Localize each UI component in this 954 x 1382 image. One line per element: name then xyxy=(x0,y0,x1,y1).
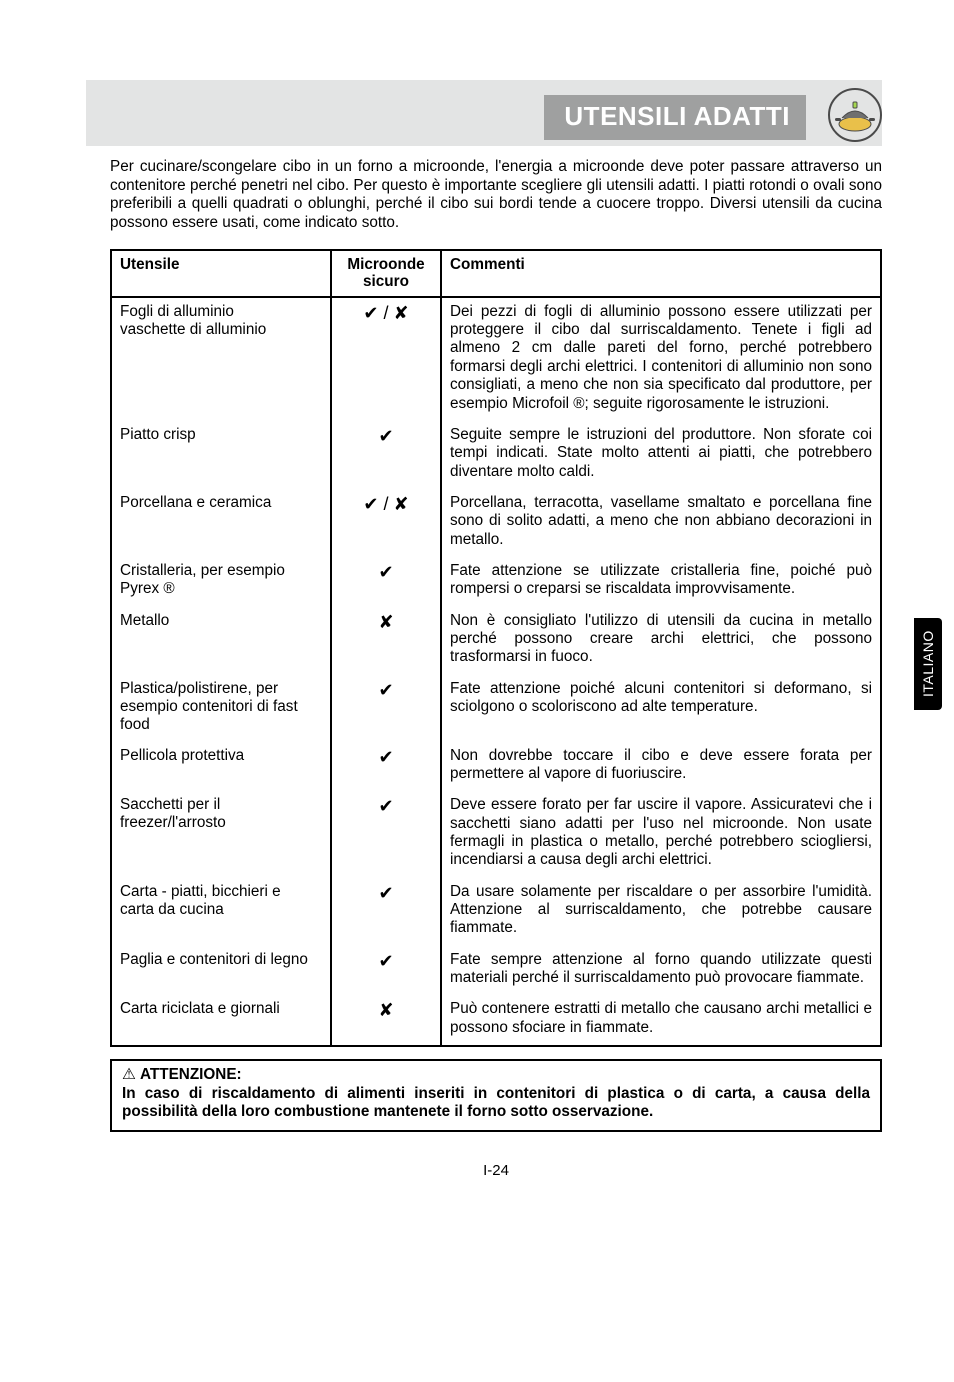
th-utensile: Utensile xyxy=(111,250,331,297)
table-row: Pellicola protettiva✔Non dovrebbe toccar… xyxy=(111,742,881,792)
commenti-cell: Deve essere forato per far uscire il vap… xyxy=(441,791,881,877)
commenti-cell: Porcellana, terracotta, vasellame smalta… xyxy=(441,489,881,557)
utensile-cell: Carta riciclata e giornali xyxy=(111,995,331,1046)
page-number: I-24 xyxy=(110,1162,882,1179)
commenti-cell: Fate attenzione se utilizzate cristaller… xyxy=(441,557,881,607)
th-sicuro: Microonde sicuro xyxy=(331,250,441,297)
utensile-cell: Paglia e contenitori di legno xyxy=(111,946,331,996)
warning-heading: ATTENZIONE: xyxy=(140,1066,242,1083)
commenti-cell: Fate sempre attenzione al forno quando u… xyxy=(441,946,881,996)
language-tab: ITALIANO xyxy=(914,618,942,710)
sicuro-cell: ✔ xyxy=(331,557,441,607)
commenti-cell: Da usare solamente per riscaldare o per … xyxy=(441,878,881,946)
table-row: Carta riciclata e giornali✘Può contenere… xyxy=(111,995,881,1046)
table-row: Cristalleria, per esempioPyrex ®✔Fate at… xyxy=(111,557,881,607)
commenti-cell: Fate attenzione poiché alcuni contenitor… xyxy=(441,675,881,742)
table-row: Metallo✘Non è consigliato l'utilizzo di … xyxy=(111,607,881,675)
warning-body: In caso di riscaldamento di alimenti ins… xyxy=(122,1085,870,1121)
sicuro-cell: ✔ / ✘ xyxy=(331,489,441,557)
sicuro-cell: ✘ xyxy=(331,607,441,675)
sicuro-cell: ✔ / ✘ xyxy=(331,297,441,421)
utensile-cell: Cristalleria, per esempioPyrex ® xyxy=(111,557,331,607)
warning-box: ⚠ ATTENZIONE: In caso di riscaldamento d… xyxy=(110,1059,882,1132)
sicuro-cell: ✔ xyxy=(331,791,441,877)
utensile-cell: Fogli di alluminiovaschette di alluminio xyxy=(111,297,331,421)
intro-paragraph: Per cucinare/scongelare cibo in un forno… xyxy=(110,158,882,233)
sicuro-cell: ✔ xyxy=(331,675,441,742)
pot-icon xyxy=(828,88,882,142)
commenti-cell: Seguite sempre le istruzioni del produtt… xyxy=(441,421,881,489)
sicuro-cell: ✔ xyxy=(331,742,441,792)
utensile-cell: Piatto crisp xyxy=(111,421,331,489)
sicuro-cell: ✔ xyxy=(331,421,441,489)
table-row: Carta - piatti, bicchieri ecarta da cuci… xyxy=(111,878,881,946)
table-row: Piatto crisp✔Seguite sempre le istruzion… xyxy=(111,421,881,489)
commenti-cell: Non dovrebbe toccare il cibo e deve esse… xyxy=(441,742,881,792)
commenti-cell: Non è consigliato l'utilizzo di utensili… xyxy=(441,607,881,675)
sicuro-cell: ✔ xyxy=(331,878,441,946)
table-row: Porcellana e ceramica✔ / ✘Porcellana, te… xyxy=(111,489,881,557)
th-commenti: Commenti xyxy=(441,250,881,297)
page-title: UTENSILI ADATTI xyxy=(544,95,806,140)
utensile-cell: Sacchetti per il freezer/l'arrosto xyxy=(111,791,331,877)
table-row: Fogli di alluminiovaschette di alluminio… xyxy=(111,297,881,421)
sicuro-cell: ✘ xyxy=(331,995,441,1046)
utensile-cell: Porcellana e ceramica xyxy=(111,489,331,557)
sicuro-cell: ✔ xyxy=(331,946,441,996)
utensile-cell: Metallo xyxy=(111,607,331,675)
header-strip: UTENSILI ADATTI xyxy=(86,80,882,146)
warning-icon: ⚠ xyxy=(122,1066,136,1083)
commenti-cell: Può contenere estratti di metallo che ca… xyxy=(441,995,881,1046)
utensile-cell: Pellicola protettiva xyxy=(111,742,331,792)
commenti-cell: Dei pezzi di fogli di alluminio possono … xyxy=(441,297,881,421)
table-row: Plastica/polistirene, peresempio conteni… xyxy=(111,675,881,742)
table-row: Paglia e contenitori di legno✔Fate sempr… xyxy=(111,946,881,996)
table-row: Sacchetti per il freezer/l'arrosto✔Deve … xyxy=(111,791,881,877)
utensile-cell: Carta - piatti, bicchieri ecarta da cuci… xyxy=(111,878,331,946)
utensils-table: Utensile Microonde sicuro Commenti Fogli… xyxy=(110,249,882,1047)
utensile-cell: Plastica/polistirene, peresempio conteni… xyxy=(111,675,331,742)
